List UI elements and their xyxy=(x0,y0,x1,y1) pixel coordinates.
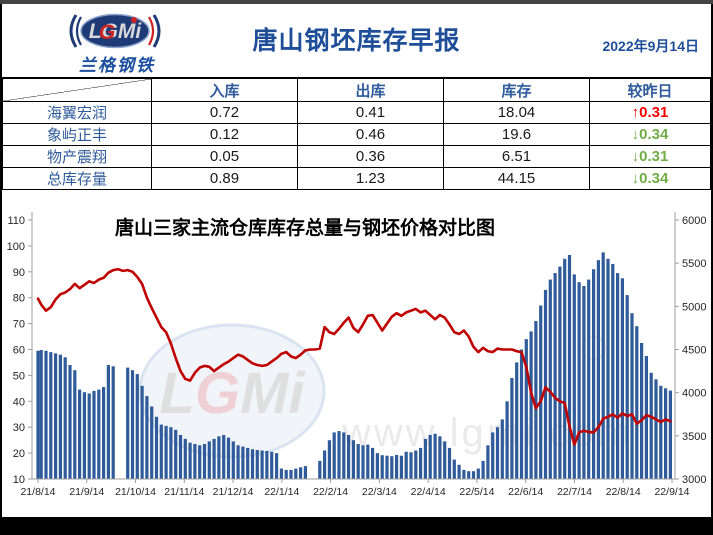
right-tick-label: 5000 xyxy=(682,301,706,313)
left-tick-label: 70 xyxy=(13,319,25,331)
table-row: 物产震翔 0.05 0.36 6.51 ↓0.31 xyxy=(2,145,711,168)
cell-inbound: 0.05 xyxy=(151,145,298,168)
cell-outbound: 0.36 xyxy=(297,145,444,168)
col-header-change: 较昨日 xyxy=(589,77,711,102)
col-header-inbound: 入库 xyxy=(151,77,298,102)
left-tick-label: 50 xyxy=(13,370,25,382)
cell-outbound: 0.46 xyxy=(297,123,444,146)
row-label: 象屿正丰 xyxy=(2,123,152,146)
cell-change: ↓0.31 xyxy=(589,145,711,168)
table-row: 海翼宏润 0.72 0.41 18.04 ↑0.31 xyxy=(2,101,711,124)
cell-stock: 18.04 xyxy=(443,101,590,124)
logo-left-arc xyxy=(69,14,78,48)
col-header-outbound: 出库 xyxy=(297,77,444,102)
brand-name: 兰格钢铁 xyxy=(79,56,155,75)
left-tick-label: 10 xyxy=(13,474,25,486)
cell-outbound: 1.23 xyxy=(297,167,444,190)
cell-outbound: 0.41 xyxy=(297,101,444,124)
x-tick-label: 21/8/14 xyxy=(20,486,55,498)
cell-inbound: 0.72 xyxy=(151,101,298,124)
logo-text: LGMi xyxy=(89,20,143,43)
row-label: 总库存量 xyxy=(2,167,152,190)
x-axis: 21/8/14 21/9/14 21/10/14 21/11/14 21/12/14 22… xyxy=(20,478,690,498)
right-tick-label: 5500 xyxy=(682,258,706,270)
logo-right-arc-inner xyxy=(148,16,155,46)
report-frame: LGMi G 兰格钢铁 唐山钢坯库存早报 2022年9月14日 入库 出库 库存… xyxy=(0,4,713,535)
cell-change: ↓0.34 xyxy=(589,167,711,190)
x-tick-label: 21/11/14 xyxy=(164,486,204,498)
logo-ellipse xyxy=(80,13,150,49)
price-line xyxy=(36,267,672,446)
report-header: LGMi G 兰格钢铁 唐山钢坯库存早报 2022年9月14日 xyxy=(2,4,711,77)
x-tick-label: 22/5/14 xyxy=(459,486,494,498)
right-axis: 3000 3500 4000 4500 5000 5500 6000 xyxy=(674,212,706,486)
x-tick-label: 22/9/14 xyxy=(654,486,689,498)
x-tick-label: 21/9/14 xyxy=(69,486,104,498)
table-header-row: 入库 出库 库存 较昨日 xyxy=(2,77,711,102)
cell-stock: 6.51 xyxy=(443,145,590,168)
right-tick-label: 4000 xyxy=(682,388,706,400)
right-tick-label: 3000 xyxy=(682,474,706,486)
left-tick-label: 60 xyxy=(13,345,25,357)
left-tick-label: 40 xyxy=(13,396,25,408)
cell-inbound: 0.12 xyxy=(151,123,298,146)
logo-g-accent: G xyxy=(99,21,115,44)
lgmi-logo: LGMi G xyxy=(69,13,161,49)
table-row: 总库存量 0.89 1.23 44.15 ↓0.34 xyxy=(2,167,711,190)
x-tick-label: 22/3/14 xyxy=(362,486,397,498)
cell-inbound: 0.89 xyxy=(151,167,298,190)
right-tick-label: 4500 xyxy=(682,345,706,357)
watermark-logo-text: LGMi xyxy=(160,361,307,426)
x-tick-label: 21/10/14 xyxy=(115,486,156,498)
chart-title: 唐山三家主流仓库库存总量与钢坯价格对比图 xyxy=(115,216,495,239)
logo-right-arc xyxy=(152,14,161,48)
left-tick-label: 100 xyxy=(7,241,25,253)
cell-change: ↓0.34 xyxy=(589,123,711,146)
report-date: 2022年9月14日 xyxy=(602,38,699,54)
table-row: 象屿正丰 0.12 0.46 19.6 ↓0.34 xyxy=(2,123,711,146)
table-corner-cell xyxy=(2,77,152,102)
left-tick-label: 20 xyxy=(13,448,25,460)
chart-svg: LGMiwww.lgmi.com102030405060708090100110… xyxy=(7,212,706,498)
col-header-stock: 库存 xyxy=(443,77,590,102)
bars-series xyxy=(36,252,672,479)
inventory-price-chart: LGMi www.lgmi.com 10 20 30 40 50 60 70 80 90 100 110… xyxy=(2,198,711,519)
x-tick-label: 22/6/14 xyxy=(508,486,543,498)
x-tick-label: 22/4/14 xyxy=(411,486,446,498)
right-tick-label: 6000 xyxy=(682,215,706,227)
cell-stock: 19.6 xyxy=(443,123,590,146)
row-label: 物产震翔 xyxy=(2,145,152,168)
x-tick-label: 22/8/14 xyxy=(606,486,641,498)
left-tick-label: 30 xyxy=(13,422,25,434)
left-tick-label: 90 xyxy=(13,267,25,279)
inventory-table: 入库 出库 库存 较昨日 海翼宏润 0.72 0.41 18.04 ↑0.31 … xyxy=(2,77,711,190)
left-tick-label: 110 xyxy=(7,215,25,227)
left-axis: 10 20 30 40 50 60 70 80 90 100 110 xyxy=(7,212,33,486)
logo-i-dot xyxy=(131,17,137,23)
cell-change: ↑0.31 xyxy=(589,101,711,124)
report-paper: LGMi G 兰格钢铁 唐山钢坯库存早报 2022年9月14日 入库 出库 库存… xyxy=(2,4,711,517)
x-tick-label: 22/2/14 xyxy=(313,486,348,498)
right-tick-label: 3500 xyxy=(682,431,706,443)
row-label: 海翼宏润 xyxy=(2,101,152,124)
x-tick-label: 21/12/14 xyxy=(213,486,254,498)
left-tick-label: 80 xyxy=(13,293,25,305)
cell-stock: 44.15 xyxy=(443,167,590,190)
x-tick-label: 22/1/14 xyxy=(264,486,299,498)
logo-left-arc-inner xyxy=(75,16,82,46)
page-title: 唐山钢坯库存早报 xyxy=(252,27,461,55)
x-tick-label: 22/7/14 xyxy=(557,486,592,498)
